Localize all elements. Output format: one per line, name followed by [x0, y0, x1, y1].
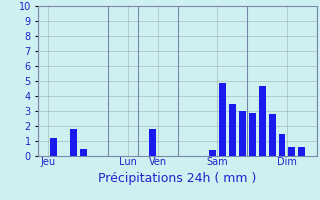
X-axis label: Précipitations 24h ( mm ): Précipitations 24h ( mm )	[99, 172, 257, 185]
Bar	[219, 82, 226, 156]
Bar	[259, 86, 266, 156]
Bar	[239, 111, 246, 156]
Bar	[209, 150, 216, 156]
Bar	[149, 129, 156, 156]
Bar	[50, 138, 57, 156]
Bar	[229, 104, 236, 156]
Bar	[288, 147, 295, 156]
Bar	[80, 148, 87, 156]
Bar	[70, 129, 77, 156]
Bar	[268, 114, 276, 156]
Bar	[299, 147, 305, 156]
Bar	[278, 134, 285, 156]
Bar	[249, 112, 256, 156]
